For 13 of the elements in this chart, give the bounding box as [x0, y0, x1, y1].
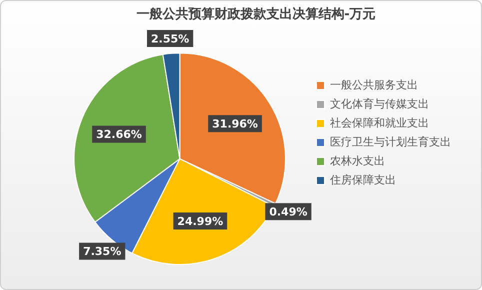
legend-label: 一般公共服务支出 [330, 78, 418, 92]
legend-label: 社会保障和就业支出 [330, 116, 429, 130]
chart-title: 一般公共预算财政拨款支出决算结构-万元 [136, 6, 376, 22]
data-label: 24.99% [177, 214, 224, 228]
data-label: 31.96% [212, 117, 258, 130]
data-label: 2.55% [151, 32, 190, 46]
legend-label: 住房保障支出 [330, 173, 396, 186]
data-label: 32.66% [96, 128, 142, 142]
legend-label: 农林水支出 [330, 154, 385, 168]
data-label: 0.49% [269, 205, 308, 218]
legend-label: 文化体育与传媒支出 [330, 97, 429, 110]
data-label: 7.35% [83, 245, 122, 258]
legend-label: 医疗卫生与计划生育支出 [330, 135, 451, 148]
